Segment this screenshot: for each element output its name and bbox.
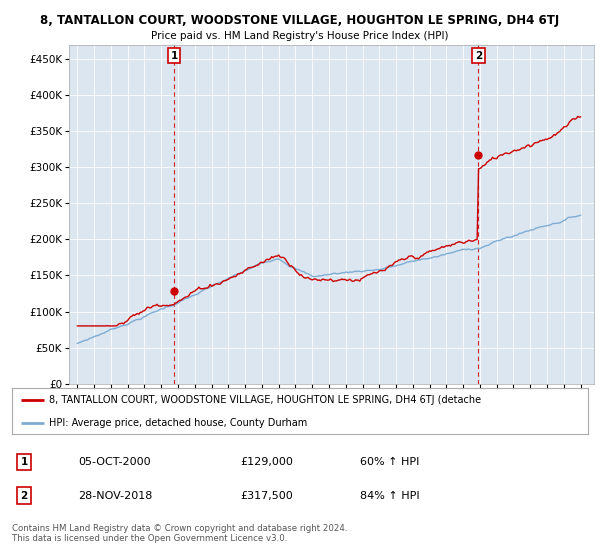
Text: 05-OCT-2000: 05-OCT-2000: [78, 457, 151, 467]
Text: 2: 2: [20, 491, 28, 501]
Text: 28-NOV-2018: 28-NOV-2018: [78, 491, 152, 501]
Text: Contains HM Land Registry data © Crown copyright and database right 2024.
This d: Contains HM Land Registry data © Crown c…: [12, 524, 347, 543]
Text: 1: 1: [170, 50, 178, 60]
Text: 60% ↑ HPI: 60% ↑ HPI: [360, 457, 419, 467]
Text: 2: 2: [475, 50, 482, 60]
Text: 8, TANTALLON COURT, WOODSTONE VILLAGE, HOUGHTON LE SPRING, DH4 6TJ (detache: 8, TANTALLON COURT, WOODSTONE VILLAGE, H…: [49, 395, 482, 405]
Text: £129,000: £129,000: [240, 457, 293, 467]
Text: £317,500: £317,500: [240, 491, 293, 501]
Text: 84% ↑ HPI: 84% ↑ HPI: [360, 491, 419, 501]
Text: Price paid vs. HM Land Registry's House Price Index (HPI): Price paid vs. HM Land Registry's House …: [151, 31, 449, 41]
Text: 8, TANTALLON COURT, WOODSTONE VILLAGE, HOUGHTON LE SPRING, DH4 6TJ: 8, TANTALLON COURT, WOODSTONE VILLAGE, H…: [40, 14, 560, 27]
Text: HPI: Average price, detached house, County Durham: HPI: Average price, detached house, Coun…: [49, 418, 308, 428]
Text: 1: 1: [20, 457, 28, 467]
